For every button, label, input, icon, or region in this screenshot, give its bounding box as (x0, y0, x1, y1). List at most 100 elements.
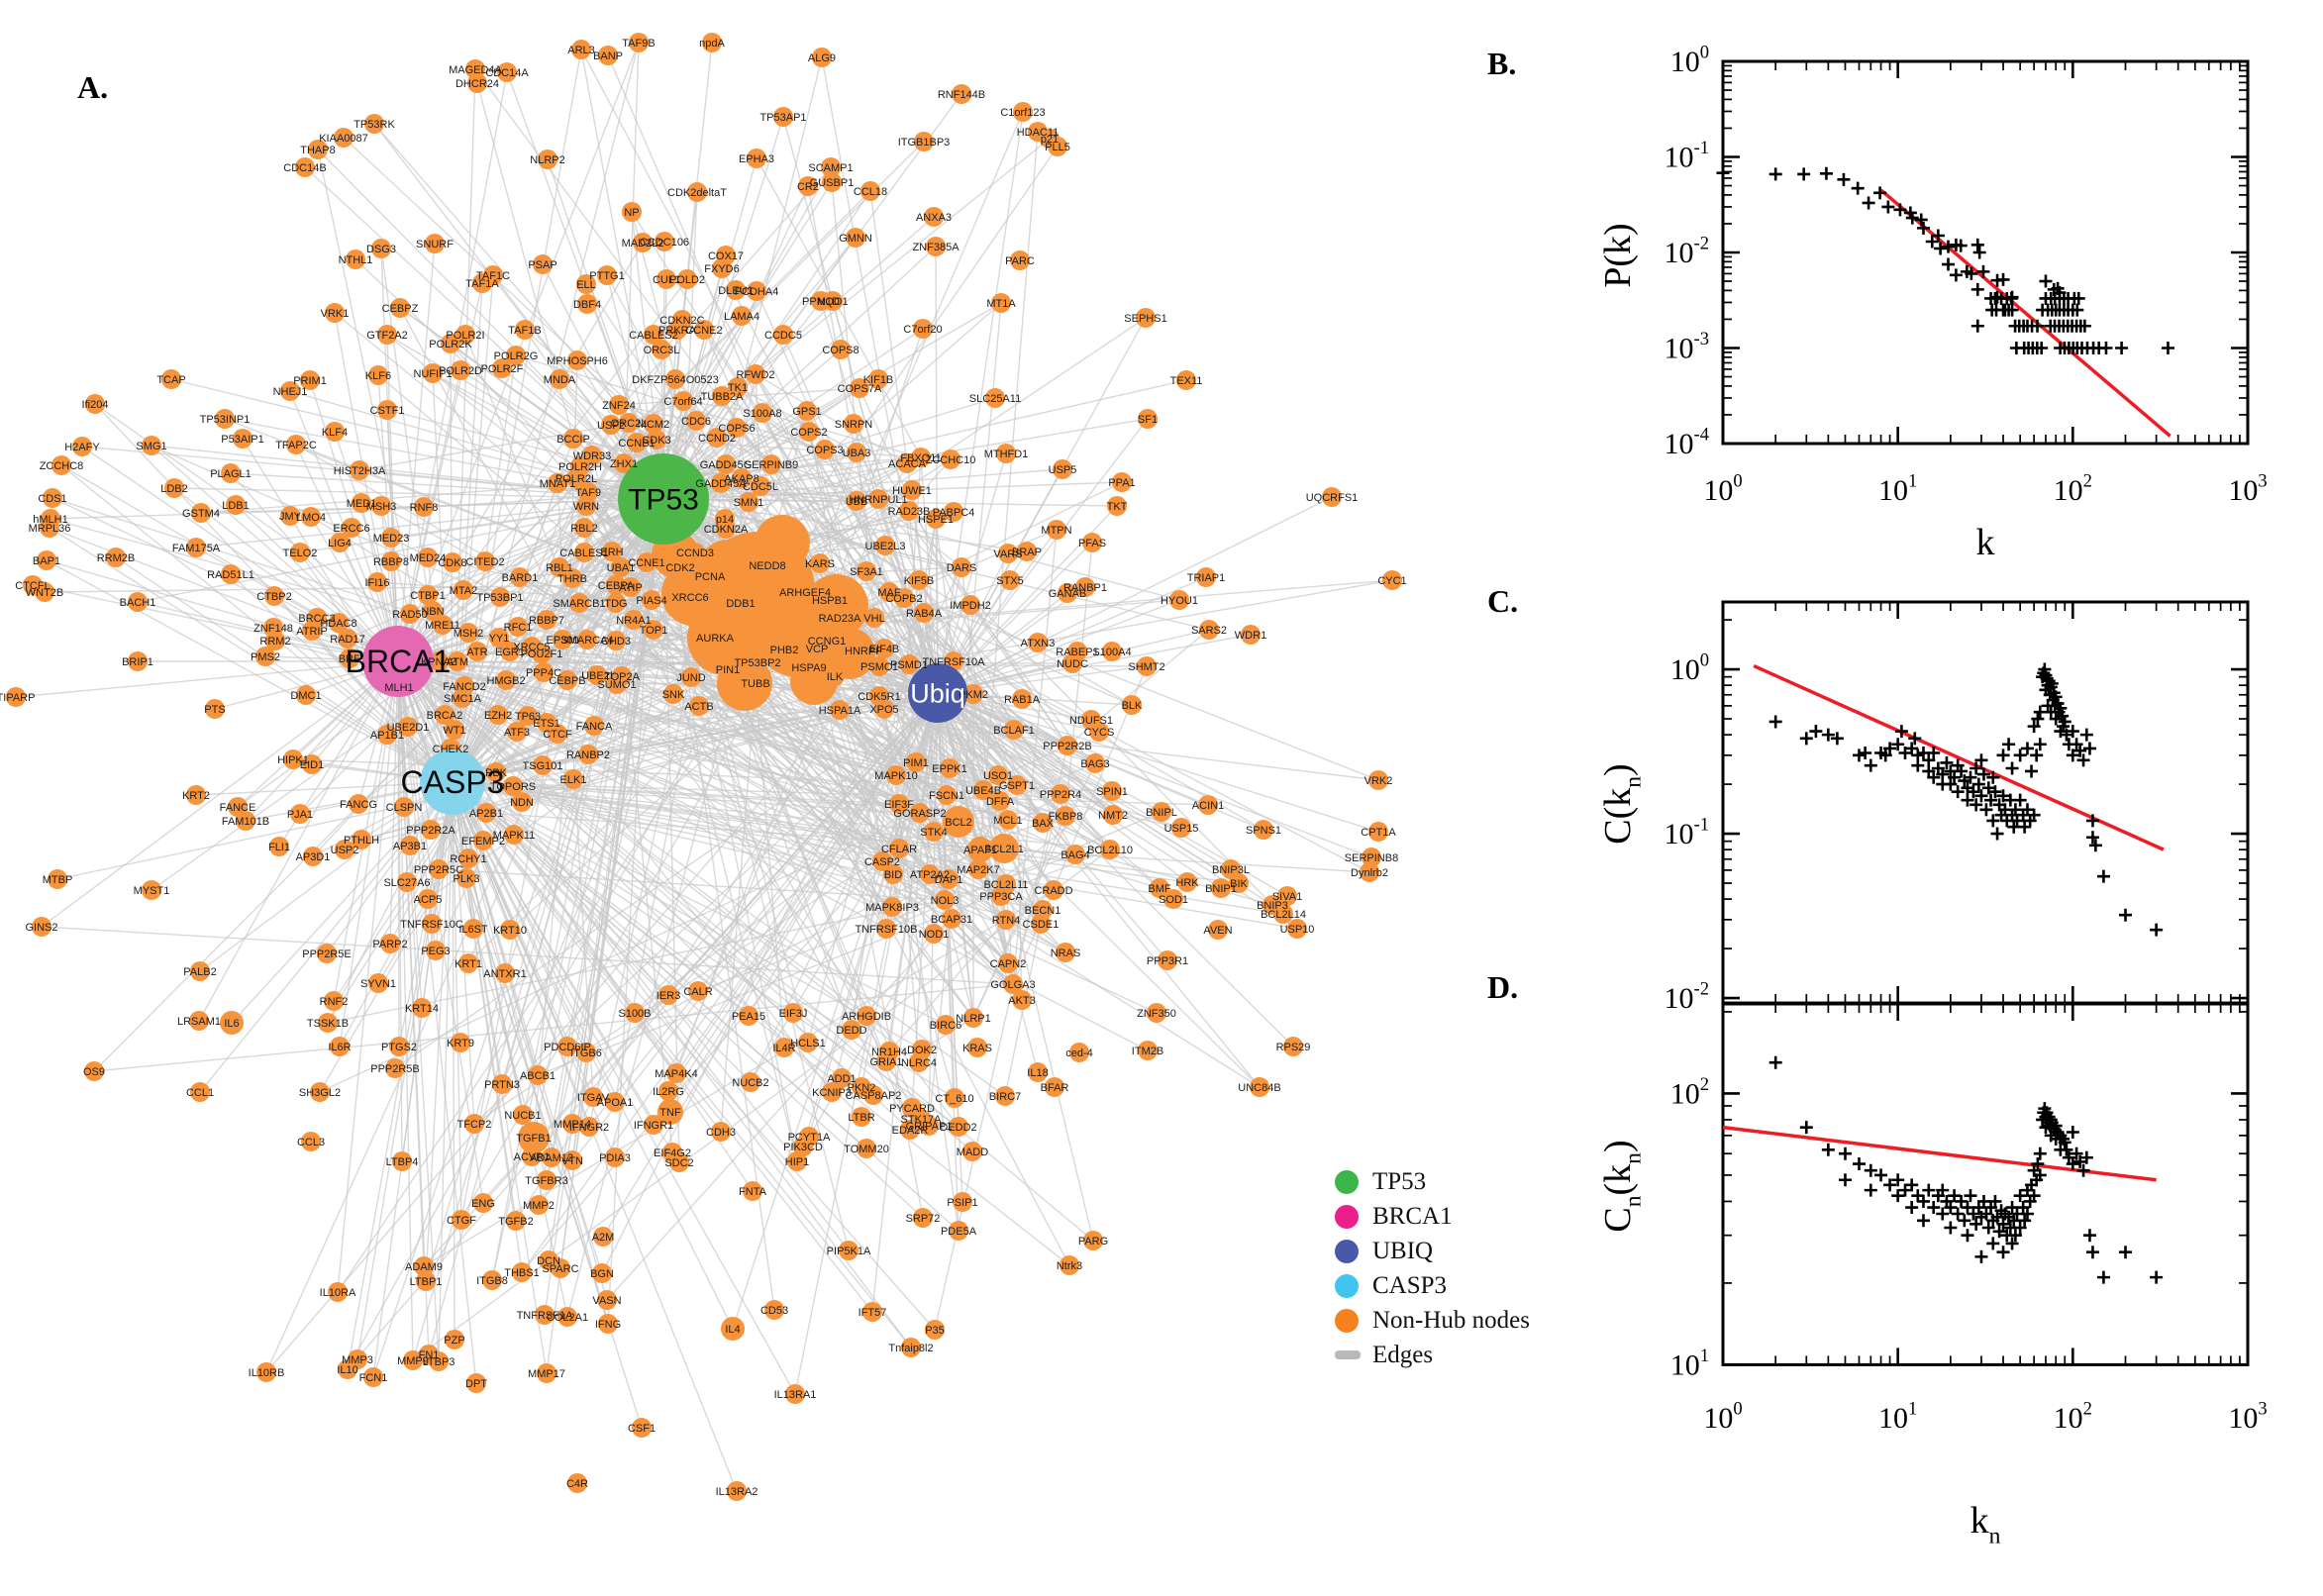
node-label: SMG1 (136, 441, 166, 452)
node-label: CSTF1 (370, 405, 405, 417)
node-label: MAPK11 (493, 830, 536, 842)
network-node (810, 553, 830, 573)
data-point (2013, 1189, 2027, 1203)
network-node (1082, 533, 1102, 552)
node-label: SLC25A11 (969, 393, 1021, 405)
network-node (423, 601, 443, 621)
network-node (919, 1116, 939, 1136)
node-label: TIPARP (0, 692, 35, 704)
node-label: Tnfaip8l2 (888, 1343, 933, 1354)
network-node (578, 745, 598, 764)
node-label: BIK (1230, 878, 1248, 890)
node-label: LTBR (848, 1112, 874, 1124)
network-node (1100, 840, 1120, 859)
node-label: PALB2 (183, 966, 216, 978)
node-label: IER3 (656, 990, 680, 1002)
network-node (967, 837, 993, 862)
network-node (1058, 583, 1077, 603)
node-label: RAD23B (888, 506, 931, 518)
data-point (1838, 1147, 1852, 1160)
network-node (968, 859, 988, 879)
network-node (233, 429, 252, 449)
node-label: CALR (683, 986, 712, 998)
data-point (2049, 1119, 2063, 1133)
data-point (2071, 291, 2085, 305)
node-label: RNF144B (938, 89, 985, 101)
network-node (265, 631, 285, 650)
data-point (1986, 770, 2000, 784)
node-label: NRAS (1051, 948, 1081, 959)
node-label: AKT3 (1008, 995, 1036, 1007)
data-point (1949, 268, 1963, 282)
network-node (403, 1350, 423, 1370)
network-edge (452, 781, 462, 1221)
network-node (338, 629, 357, 648)
data-point (2027, 720, 2041, 734)
network-node (390, 298, 410, 318)
network-node (601, 415, 621, 435)
network-panel: MAGED4A DHCR24 CDC14A ARL3 TAF9B BANP npdA ALG9… (0, 33, 1407, 1501)
network-node (475, 551, 495, 571)
network-node (787, 1151, 807, 1171)
node-label: NOL3 (931, 895, 960, 907)
network-node (869, 656, 889, 676)
node-label: ADAM12 (530, 1152, 573, 1164)
legend-item-tp53: TP53 (1335, 1164, 1543, 1199)
node-label: CEBPA (598, 580, 635, 592)
network-edge (517, 602, 617, 628)
node-label: RFC1 (504, 622, 533, 634)
node-label: CCDC5 (764, 330, 802, 342)
network-node (422, 914, 442, 934)
node-label: IL6ST (458, 924, 488, 936)
network-node (748, 652, 767, 672)
network-node (463, 919, 483, 939)
data-point (2031, 1157, 2045, 1171)
network-node (1028, 1062, 1048, 1082)
hub-label-ubiq: Ubiq (910, 678, 965, 708)
node-label: TOPORS (490, 781, 536, 793)
data-point (1768, 1055, 1782, 1069)
network-node (605, 1092, 625, 1112)
node-label: CTBP1 (410, 590, 445, 602)
node-label: NUCB1 (504, 1110, 541, 1122)
network-node (702, 33, 722, 52)
axis-text: Cn(kn) (1597, 1140, 1647, 1232)
network-node (751, 476, 770, 496)
data-point (1830, 732, 1844, 746)
network-node (694, 320, 714, 340)
data-point (1881, 200, 1895, 214)
node-label: ANTXR1 (483, 968, 526, 980)
network-node (647, 430, 666, 449)
network-node (142, 880, 161, 900)
network-edge (572, 438, 858, 502)
network-node (1065, 845, 1085, 864)
network-node (335, 840, 354, 859)
node-label: ELK1 (560, 774, 587, 786)
node-label: IFT57 (858, 1307, 887, 1319)
network-node (377, 325, 397, 345)
node-label: SMARCB1 (553, 598, 605, 610)
data-point (1911, 758, 1925, 772)
network-node (1085, 753, 1105, 773)
network-edge (438, 781, 454, 1362)
node-label: USP2 (331, 845, 359, 856)
node-label: TAF1A (465, 278, 499, 290)
node-label: IL13RA2 (716, 1486, 758, 1498)
network-node (186, 785, 206, 805)
node-label: TKT (1107, 501, 1128, 513)
data-point (1944, 1201, 1958, 1215)
network-node (597, 1290, 617, 1310)
node-label: MAD2L2 (622, 238, 664, 249)
network-node (377, 400, 397, 420)
node-label: PPP2R5E (302, 948, 352, 960)
node-label: S100A4 (1092, 647, 1131, 658)
node-label: PPP2R2B (1043, 741, 1092, 752)
network-node (712, 258, 732, 278)
node-label: C7orf64 (663, 396, 702, 408)
network-node (597, 265, 617, 285)
network-node (1138, 1041, 1158, 1060)
network-node (329, 613, 349, 633)
node-label: POLR2H (558, 461, 602, 473)
network-edge (46, 559, 399, 662)
network-node (423, 363, 443, 383)
